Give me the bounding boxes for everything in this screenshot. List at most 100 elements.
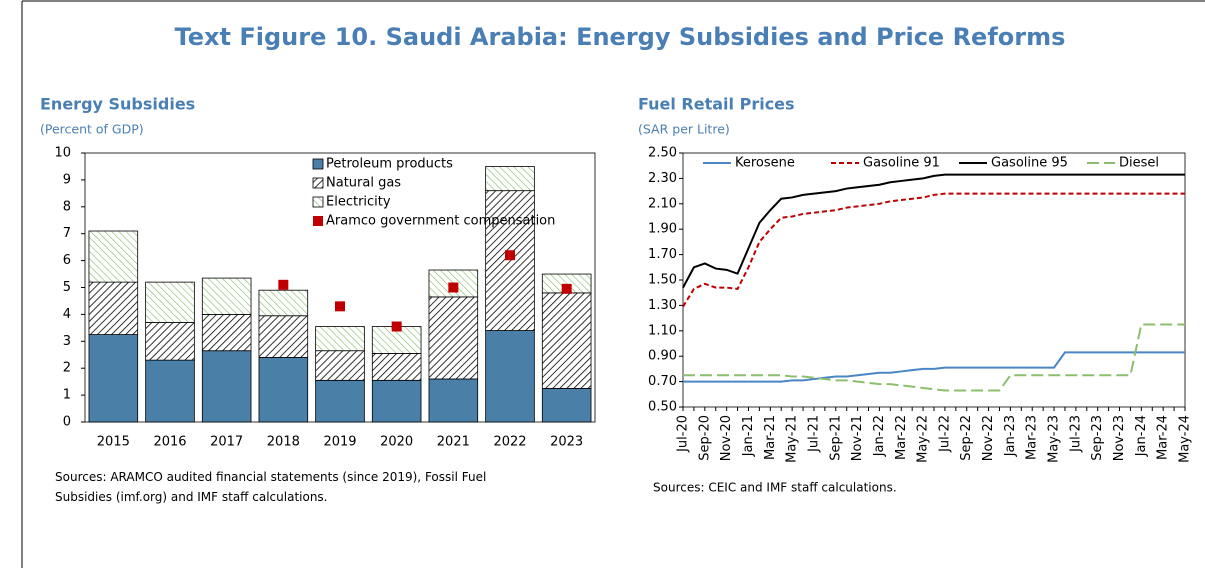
x-tick-label: 2023 [550, 435, 583, 450]
bar-segment [145, 322, 195, 361]
x-tick-label: Nov-22 [981, 415, 996, 461]
chart-title: Energy Subsidies [40, 95, 195, 114]
scatter-point [448, 282, 459, 293]
chart-note: Sources: ARAMCO audited financial statem… [55, 470, 486, 504]
x-tick-label: May-21 [785, 415, 800, 463]
chart-subtitle: (Percent of GDP) [40, 122, 144, 137]
x-tick-label: Sep-20 [697, 415, 712, 461]
bar-segment [201, 313, 252, 352]
bar-segment [485, 330, 535, 423]
x-tick-label: Jul-21 [806, 415, 821, 453]
bar-segment [145, 281, 195, 323]
x-tick-label: May-24 [1178, 415, 1193, 463]
bar-segment [88, 281, 139, 335]
x-tick-label: 2017 [210, 435, 243, 450]
x-tick-label: Jan-22 [872, 415, 887, 457]
y-tick-label: 6 [63, 253, 71, 268]
bar-segment [485, 166, 535, 192]
series-line [683, 323, 1185, 392]
y-tick-label: 5 [63, 280, 71, 295]
legend-label: Diesel [1119, 156, 1159, 171]
legend-swatch [312, 196, 324, 208]
x-tick-label: Nov-23 [1112, 415, 1127, 461]
x-tick-label: Nov-20 [719, 415, 734, 461]
bar-segment [201, 277, 252, 315]
x-tick-label: 2015 [97, 435, 130, 450]
y-tick-label: 0 [63, 415, 71, 430]
chart-title: Fuel Retail Prices [638, 95, 795, 114]
figure-title: Text Figure 10. Saudi Arabia: Energy Sub… [175, 23, 1066, 51]
y-tick-label: 0.50 [648, 400, 677, 415]
x-tick-label: Jan-21 [741, 415, 756, 457]
bar-segment [485, 190, 535, 331]
bar-segment [541, 387, 592, 423]
legend-label: Kerosene [735, 156, 795, 171]
y-tick-label: 10 [54, 146, 71, 161]
y-tick-label: 1 [63, 388, 71, 403]
y-tick-label: 1.50 [648, 273, 677, 288]
bar-segment [145, 359, 195, 423]
y-tick-label: 9 [63, 172, 71, 187]
legend-label: Electricity [326, 195, 391, 210]
bar-segment [315, 326, 365, 352]
legend-swatch [313, 216, 323, 226]
bar-segment [428, 378, 479, 423]
x-tick-label: Jul-20 [676, 415, 691, 453]
x-tick-label: Jul-22 [937, 415, 952, 453]
y-tick-label: 1.30 [648, 298, 677, 313]
bar-segment [315, 350, 365, 381]
bar-segment [428, 296, 479, 380]
bar-segment [371, 379, 422, 423]
y-tick-label: 0.90 [648, 349, 677, 364]
y-tick-label: 3 [63, 334, 71, 349]
legend-label: Petroleum products [326, 157, 453, 172]
series-line [682, 192, 1185, 308]
x-tick-label: Jan-24 [1134, 415, 1149, 457]
y-tick-label: 8 [63, 199, 71, 214]
y-tick-label: 2 [63, 361, 71, 376]
y-tick-label: 0.70 [648, 374, 677, 389]
scatter-point [561, 283, 572, 294]
legend-label: Aramco government compensation [326, 214, 555, 229]
scatter-point [391, 321, 402, 332]
bar-segment [258, 315, 309, 358]
x-tick-label: Mar-21 [763, 415, 778, 460]
y-tick-label: 2.50 [648, 146, 677, 161]
legend-label: Natural gas [326, 176, 401, 191]
bar-segment [371, 353, 422, 381]
chart-note: Sources: CEIC and IMF staff calculations… [653, 481, 897, 495]
bar-segment [88, 334, 139, 423]
legend-swatch [312, 177, 324, 189]
scatter-point [335, 301, 345, 312]
x-tick-label: 2018 [267, 435, 300, 450]
bar-segment [258, 357, 309, 423]
bar-segment [201, 350, 252, 423]
x-tick-label: Mar-24 [1156, 415, 1171, 460]
x-tick-label: 2021 [437, 435, 470, 450]
x-tick-label: Mar-22 [894, 415, 909, 460]
x-tick-label: Sep-22 [959, 415, 974, 461]
x-tick-label: Jul-23 [1068, 415, 1083, 453]
bar-segment [88, 230, 139, 283]
y-tick-label: 2.30 [648, 171, 677, 186]
legend-label: Gasoline 95 [991, 156, 1068, 171]
x-tick-label: Sep-23 [1090, 415, 1105, 461]
y-tick-label: 7 [63, 226, 71, 241]
y-tick-label: 2.10 [648, 196, 677, 211]
series-line [683, 351, 1185, 383]
bar-segment [258, 289, 309, 317]
x-tick-label: 2019 [323, 435, 356, 450]
x-tick-label: 2020 [380, 435, 413, 450]
series-line [682, 173, 1185, 289]
x-tick-label: May-22 [916, 415, 931, 463]
legend-swatch [312, 158, 324, 170]
y-tick-label: 1.10 [648, 323, 677, 338]
bar-segment [315, 379, 365, 423]
x-tick-label: May-23 [1047, 415, 1062, 463]
x-tick-label: Sep-21 [828, 415, 843, 461]
chart-subtitle: (SAR per Litre) [638, 122, 730, 137]
x-tick-label: Mar-23 [1025, 415, 1040, 460]
legend-label: Gasoline 91 [863, 156, 940, 171]
y-tick-label: 4 [63, 307, 71, 322]
